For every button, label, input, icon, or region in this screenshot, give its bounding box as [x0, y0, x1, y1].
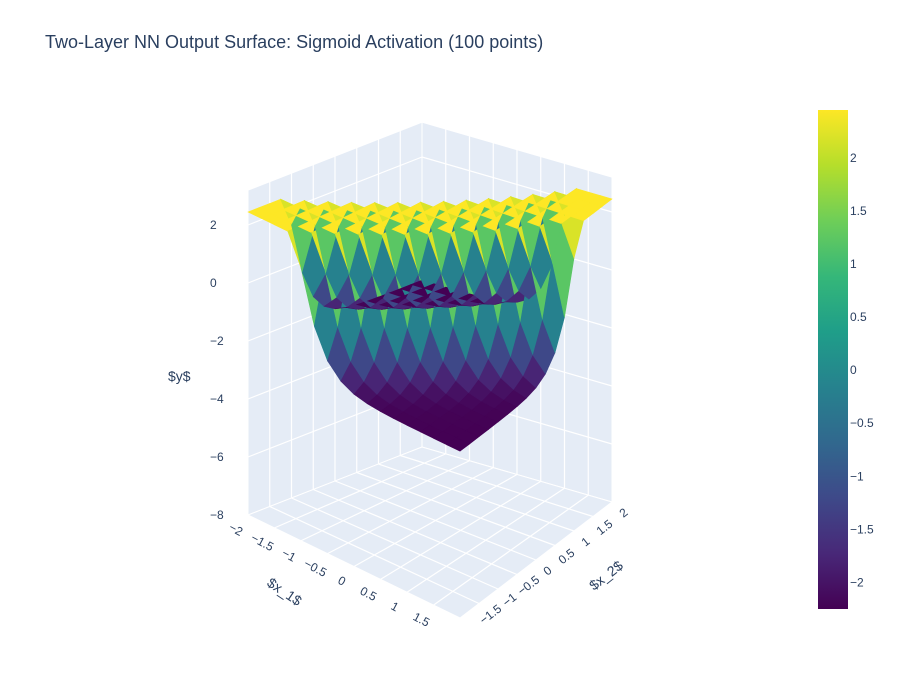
z-tick-label: 0	[210, 276, 217, 290]
gridline	[380, 480, 542, 580]
x-tick-label: 0.5	[358, 584, 380, 604]
colorbar-gradient	[818, 110, 848, 609]
gridline	[356, 471, 556, 547]
z-tick-label: −2	[210, 334, 224, 348]
chart-title: Two-Layer NN Output Surface: Sigmoid Act…	[45, 32, 544, 52]
colorbar-tick-label: −1.5	[850, 522, 874, 536]
colorbar-tick-label: 0	[850, 363, 857, 377]
y-tick-label: 0	[541, 563, 555, 578]
x-tick-label: −1	[280, 546, 299, 565]
colorbar: 2 1.5 1 0.5 0 −0.5 −1 −1.5 −2	[818, 110, 874, 609]
x-tick-label: 1	[389, 599, 402, 615]
y-axis-title: $x_2$	[586, 557, 626, 593]
y-tick-label: 1.5	[594, 516, 616, 538]
z-axis-ticks: −8 −6 −4 −2 0 2	[210, 218, 224, 522]
colorbar-tick-label: 1	[850, 257, 857, 271]
z-tick-label: 2	[210, 218, 217, 232]
scene-wall	[246, 446, 614, 619]
gridline	[433, 494, 589, 606]
z-tick-label: −4	[210, 392, 224, 406]
y-tick-label: 1	[579, 534, 593, 549]
z-axis-title: $y$	[168, 368, 191, 384]
surface-patch	[589, 195, 613, 207]
y-tick-label: 2	[617, 505, 631, 520]
x-tick-label: 0	[336, 573, 349, 589]
colorbar-tick-label: −0.5	[850, 416, 874, 430]
x-tick-label: 1.5	[411, 609, 433, 629]
surface-mesh	[247, 187, 613, 452]
x-tick-label: −1.5	[249, 531, 277, 555]
colorbar-tick-label: 1.5	[850, 204, 867, 218]
x-tick-label: −2	[227, 520, 246, 539]
gridline	[400, 454, 594, 518]
colorbar-tick-label: −2	[850, 575, 864, 589]
colorbar-tick-label: 0.5	[850, 310, 867, 324]
colorbar-tick-label: 2	[850, 151, 857, 165]
gridline	[378, 463, 575, 532]
y-tick-label: −1.5	[477, 601, 505, 627]
y-tick-label: 0.5	[556, 545, 578, 567]
gridline	[406, 487, 565, 593]
y-tick-label: −0.5	[515, 572, 543, 598]
z-tick-label: −8	[210, 508, 224, 522]
z-tick-label: −6	[210, 450, 224, 464]
gridline	[334, 480, 537, 561]
x-tick-label: −0.5	[302, 556, 330, 580]
y-tick-label: −1	[500, 590, 520, 610]
x-axis-title: $x_1$	[264, 574, 305, 609]
colorbar-tick-label: −1	[850, 469, 864, 483]
